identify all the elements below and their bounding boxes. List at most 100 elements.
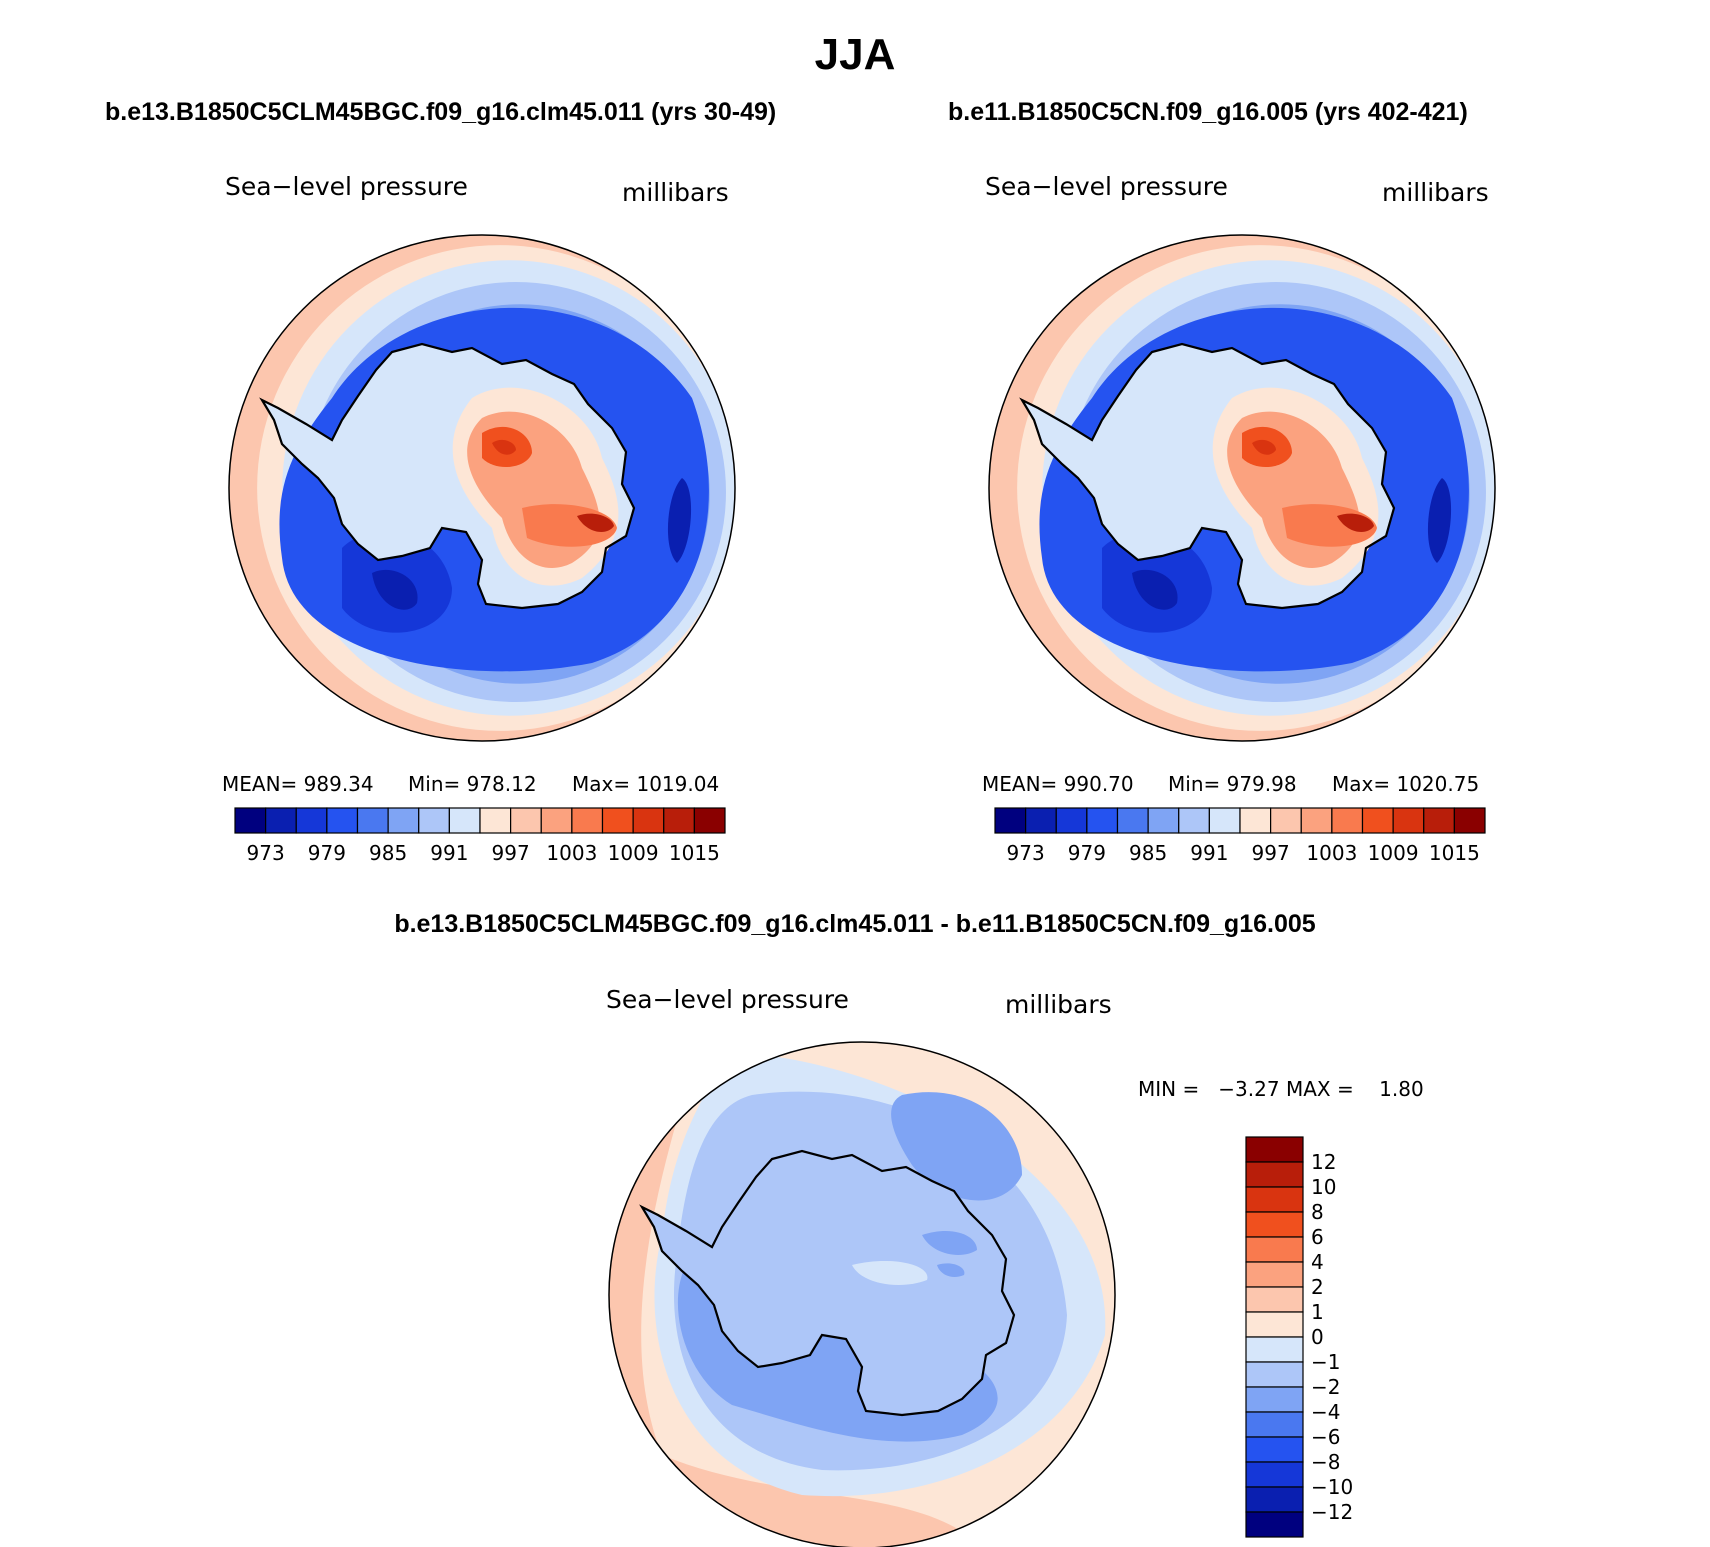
map-boundary — [608, 1041, 1116, 1547]
left-variable-label: Sea−level pressure — [225, 172, 468, 201]
colorbar-tick-label: 12 — [1311, 1150, 1337, 1174]
colorbar-tick-label: 1009 — [607, 841, 659, 865]
colorbar-tick-label: 8 — [1311, 1200, 1324, 1224]
diff-variable-label: Sea−level pressure — [606, 985, 849, 1014]
colorbar-swatch — [1116, 807, 1149, 834]
colorbar-swatch — [540, 807, 573, 834]
colorbar-swatch — [1245, 1411, 1304, 1438]
colorbar-swatch — [1245, 1386, 1304, 1413]
colorbar-swatch — [1392, 807, 1425, 834]
colorbar-tick-label: 1003 — [1306, 841, 1358, 865]
colorbar-tick-label: 991 — [1190, 841, 1229, 865]
colorbar-tick-label: 0 — [1311, 1325, 1324, 1349]
contour-band — [1132, 569, 1178, 610]
coastline — [639, 1149, 1016, 1417]
colorbar-swatch — [1055, 807, 1088, 834]
colorbar-tick-label: 979 — [1067, 841, 1106, 865]
colorbar-tick-label: 985 — [369, 841, 408, 865]
left-panel-title: b.e13.B1850C5CLM45BGC.f09_g16.clm45.011 … — [105, 98, 777, 126]
map-boundary — [228, 234, 736, 742]
right-panel-title: b.e11.B1850C5CN.f09_g16.005 (yrs 402-421… — [948, 98, 1468, 126]
contour-band — [1427, 478, 1452, 563]
colorbar-swatch — [356, 807, 389, 834]
colorbar-tick-label: 10 — [1311, 1175, 1337, 1199]
left-units-label: millibars — [622, 178, 729, 207]
contour-band — [922, 1230, 977, 1255]
contour-band — [372, 569, 418, 610]
page-title: JJA — [814, 30, 896, 79]
right-map-group — [988, 234, 1496, 742]
right-min-stat: Min= 979.98 — [1168, 772, 1297, 796]
colorbar-swatch — [1245, 1436, 1304, 1463]
colorbar-swatch — [1245, 1486, 1304, 1513]
diff-map-group — [608, 1041, 1116, 1547]
colorbar-swatch — [510, 807, 542, 834]
colorbar-swatch — [418, 807, 450, 834]
left-max-stat: Max= 1019.04 — [572, 772, 720, 796]
colorbar-swatch — [1025, 807, 1057, 834]
colorbar-swatch — [1245, 1186, 1304, 1213]
coastline — [1019, 342, 1396, 610]
contour-band — [667, 478, 692, 563]
colorbar-tick-label: 997 — [491, 841, 530, 865]
colorbar-swatch — [693, 807, 726, 834]
colorbar-swatch — [1245, 1286, 1304, 1313]
right-max-stat: Max= 1020.75 — [1332, 772, 1480, 796]
right-mean-stat: MEAN= 990.70 — [982, 772, 1134, 796]
colorbar-tick-label: 985 — [1129, 841, 1168, 865]
diff-panel-title: b.e13.B1850C5CLM45BGC.f09_g16.clm45.011 … — [394, 910, 1316, 938]
colorbar-swatch — [265, 807, 297, 834]
contour-band — [937, 1263, 965, 1277]
left-mean-stat: MEAN= 989.34 — [222, 772, 374, 796]
colorbar-tick-label: 1015 — [1428, 841, 1480, 865]
colorbar-swatch — [1245, 1361, 1304, 1388]
coastline — [259, 342, 636, 610]
colorbar-tick-label: 2 — [1311, 1275, 1324, 1299]
colorbar-swatch — [1245, 1236, 1304, 1263]
colorbar-tick-label: −6 — [1311, 1425, 1341, 1449]
colorbar-tick-label: −4 — [1311, 1400, 1341, 1424]
continent-field — [642, 1151, 1014, 1415]
map-boundary — [988, 234, 1496, 742]
colorbar-swatch — [1245, 1336, 1304, 1363]
contour-band — [1337, 513, 1374, 532]
colorbar-tick-label: 1009 — [1367, 841, 1419, 865]
diff-minmax-stat: MIN = −3.27 MAX = 1.80 — [1138, 1077, 1424, 1101]
colorbar-swatch — [1300, 807, 1333, 834]
colorbar-tick-label: 1 — [1311, 1300, 1324, 1324]
contour-band — [1252, 439, 1276, 455]
contour-band — [891, 1092, 1022, 1201]
colorbar-tick-label: −10 — [1311, 1475, 1354, 1499]
colorbar-tick-label: 1015 — [668, 841, 720, 865]
colorbar-tick-label: 991 — [430, 841, 469, 865]
colorbar-swatch — [1245, 1311, 1304, 1338]
colorbar-tick-label: 973 — [1006, 841, 1045, 865]
contour-band — [852, 1260, 928, 1285]
colorbar-swatch — [1178, 807, 1210, 834]
colorbar-swatch — [1245, 1161, 1304, 1188]
colorbar-tick-label: 1003 — [546, 841, 598, 865]
right-units-label: millibars — [1382, 178, 1489, 207]
colorbar-swatch — [632, 807, 665, 834]
colorbar-swatch — [1147, 807, 1180, 834]
colorbar-tick-label: 997 — [1251, 841, 1290, 865]
colorbar-swatch — [1453, 807, 1486, 834]
colorbar-swatch — [1245, 1211, 1304, 1238]
colorbar-tick-label: −12 — [1311, 1500, 1354, 1524]
colorbar-swatch — [1245, 1461, 1304, 1488]
right-variable-label: Sea−level pressure — [985, 172, 1228, 201]
colorbar-swatch — [1423, 807, 1455, 834]
colorbar-tick-label: 6 — [1311, 1225, 1324, 1249]
colorbar-tick-label: 4 — [1311, 1250, 1324, 1274]
colorbar-swatch — [1245, 1261, 1304, 1288]
diff-units-label: millibars — [1005, 990, 1112, 1019]
colorbar-swatch — [1245, 1511, 1304, 1538]
contour-band — [577, 513, 614, 532]
colorbar-tick-label: −8 — [1311, 1450, 1341, 1474]
contour-band — [492, 439, 516, 455]
colorbar-swatch — [479, 807, 512, 834]
